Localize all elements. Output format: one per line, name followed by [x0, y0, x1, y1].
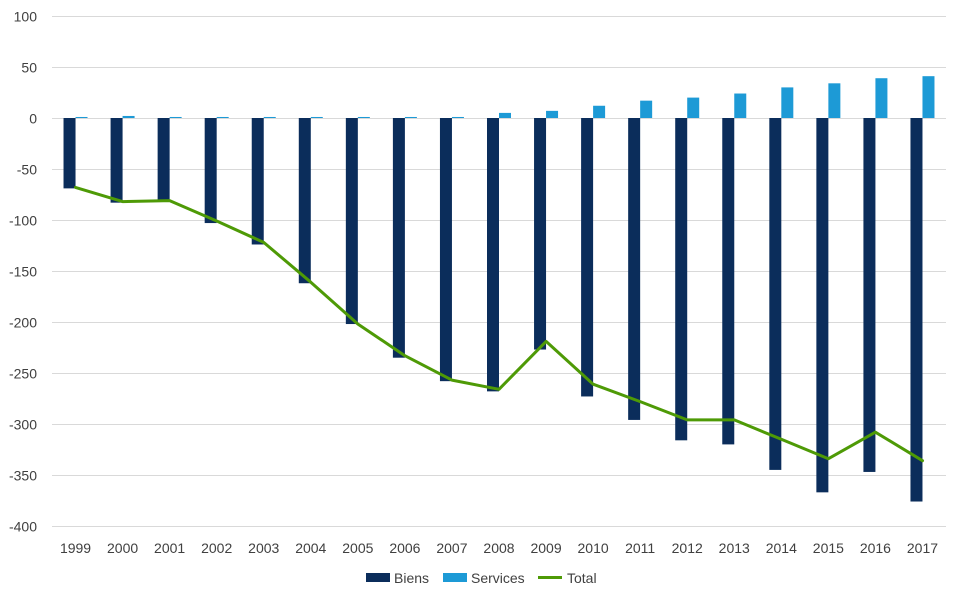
- line-total: [74, 185, 924, 463]
- bar-services: [404, 116, 417, 118]
- bar-services: [640, 100, 653, 118]
- bar-biens: [722, 118, 735, 445]
- bar-services: [546, 110, 559, 118]
- bar-biens: [110, 118, 123, 203]
- legend-item-biens: Biens: [366, 570, 429, 586]
- bar-biens: [534, 118, 547, 350]
- bar-services: [263, 116, 276, 118]
- y-tick-label: -350: [9, 468, 37, 484]
- x-tick-label: 2011: [625, 540, 655, 556]
- y-tick-label: -400: [9, 519, 37, 535]
- bar-services: [922, 76, 935, 118]
- bar-services: [734, 93, 747, 118]
- legend-swatch: [366, 573, 390, 582]
- legend-item-total: Total: [538, 570, 597, 586]
- bar-biens: [439, 118, 452, 382]
- bar-services: [216, 116, 229, 118]
- bar-services: [310, 116, 323, 118]
- x-tick-label: 2000: [107, 540, 138, 556]
- x-tick-label: 2008: [483, 540, 514, 556]
- x-tick-label: 2006: [389, 540, 420, 556]
- x-tick-label: 2012: [672, 540, 703, 556]
- x-tick-label: 1999: [60, 540, 91, 556]
- y-tick-label: -250: [9, 366, 37, 382]
- y-tick-label: 0: [29, 111, 37, 127]
- legend-label: Total: [567, 570, 597, 586]
- bar-biens: [675, 118, 688, 441]
- bar-biens: [769, 118, 782, 470]
- y-tick-label: 100: [14, 9, 38, 25]
- x-tick-label: 2005: [342, 540, 373, 556]
- bar-biens: [298, 118, 311, 284]
- bar-services: [828, 83, 841, 118]
- x-tick-label: 2001: [154, 540, 185, 556]
- x-tick-label: 2009: [530, 540, 561, 556]
- bar-services: [781, 87, 794, 118]
- bar-biens: [392, 118, 405, 358]
- bar-biens: [628, 118, 641, 420]
- x-tick-label: 2013: [719, 540, 750, 556]
- legend-label: Biens: [394, 570, 429, 586]
- bar-biens: [581, 118, 594, 397]
- bar-services: [593, 105, 606, 118]
- x-tick-label: 2004: [295, 540, 326, 556]
- legend-item-services: Services: [443, 570, 525, 586]
- bar-biens: [910, 118, 923, 502]
- x-axis-tick-labels: 1999 2000 2001 2002 2003 2004 2005 2006 2007 2008…: [60, 540, 938, 556]
- x-tick-label: 2016: [860, 540, 891, 556]
- bar-biens: [251, 118, 264, 245]
- bar-services: [875, 78, 888, 118]
- bar-services: [75, 116, 88, 118]
- x-tick-label: 2007: [436, 540, 467, 556]
- bar-services: [169, 116, 182, 118]
- y-tick-label: -50: [17, 162, 37, 178]
- bar-biens: [816, 118, 829, 493]
- y-tick-label: -200: [9, 315, 37, 331]
- x-tick-label: 2002: [201, 540, 232, 556]
- y-axis-tick-labels: 100 50 0 -50 -100 -150 -200 -250 -300 -350 -400: [9, 9, 37, 535]
- line-series: [74, 185, 924, 463]
- bar-services: [451, 116, 464, 118]
- bar-biens: [487, 118, 499, 392]
- x-tick-label: 2010: [578, 540, 609, 556]
- y-tick-label: -300: [9, 417, 37, 433]
- bar-services: [357, 116, 370, 118]
- bar-services: [122, 115, 135, 118]
- x-tick-label: 2003: [248, 540, 279, 556]
- y-tick-label: 50: [21, 60, 37, 76]
- bar-biens: [863, 118, 876, 472]
- bar-biens: [157, 118, 170, 201]
- bar-biens: [63, 118, 76, 189]
- bar-services: [499, 112, 511, 118]
- legend-label: Services: [471, 570, 525, 586]
- legend-swatch: [443, 573, 467, 582]
- x-tick-label: 2017: [907, 540, 938, 556]
- bar-biens: [345, 118, 358, 325]
- x-tick-label: 2014: [766, 540, 797, 556]
- x-tick-label: 2015: [813, 540, 844, 556]
- y-tick-label: -100: [9, 213, 37, 229]
- bar-series: [63, 76, 935, 502]
- bar-services: [687, 97, 700, 118]
- bar-biens: [204, 118, 217, 224]
- y-tick-label: -150: [9, 264, 37, 280]
- legend: Biens Services Total: [366, 570, 597, 586]
